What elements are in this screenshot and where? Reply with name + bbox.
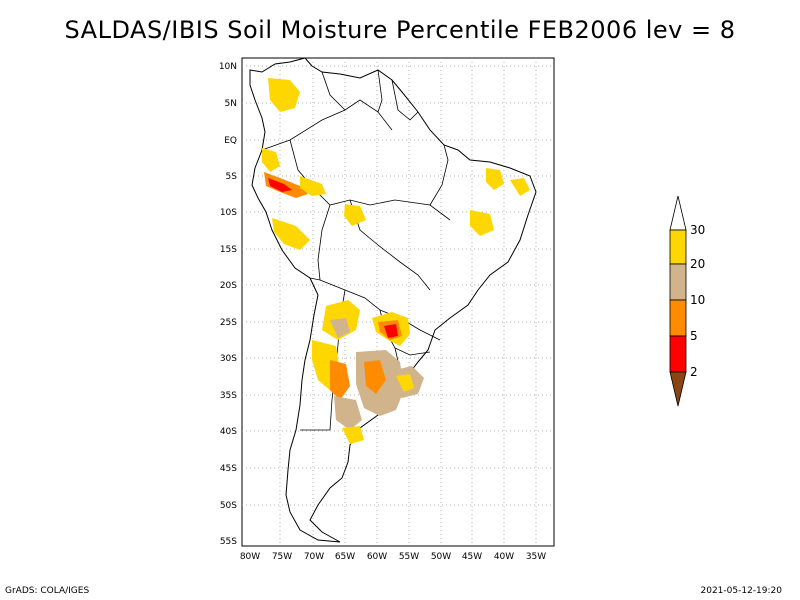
legend-swatch-5-10 — [669, 299, 687, 337]
legend-swatch-above-30 — [669, 195, 687, 231]
footer-timestamp: 2021-05-12-19:20 — [700, 586, 783, 596]
lat-label: 10S — [220, 208, 237, 218]
legend-swatch-20-30 — [669, 229, 687, 265]
percentile-shading — [262, 78, 530, 444]
lon-label: 65W — [335, 552, 355, 562]
lon-label: 45W — [462, 552, 482, 562]
legend-swatch-below-2 — [669, 371, 687, 407]
lon-label: 55W — [399, 552, 419, 562]
lat-label: 25S — [220, 318, 237, 328]
lat-label: 40S — [220, 427, 237, 437]
lon-label: 35W — [526, 552, 546, 562]
legend-swatch-2-5 — [669, 335, 687, 373]
legend-label: 20 — [690, 257, 705, 271]
lon-label: 75W — [272, 552, 292, 562]
lat-label: 5S — [226, 172, 238, 182]
lon-label: 80W — [240, 552, 260, 562]
lon-label: 70W — [304, 552, 324, 562]
plot-frame — [241, 57, 555, 547]
legend-label: 5 — [690, 329, 698, 343]
footer-credit: GrADS: COLA/IGES — [5, 586, 90, 596]
lon-label: 50W — [431, 552, 451, 562]
map-title: SALDAS/IBIS Soil Moisture Percentile FEB… — [64, 16, 736, 44]
lat-label: 30S — [220, 354, 237, 364]
latitude-labels: 10N 5N EQ 5S 10S 15S 20S 25S 30S 35S 40S… — [219, 62, 237, 547]
legend-swatch-10-20 — [669, 263, 687, 301]
longitude-labels: 80W 75W 70W 65W 60W 55W 50W 45W 40W 35W — [240, 552, 546, 562]
lat-label: 50S — [220, 501, 237, 511]
lat-label: 35S — [220, 391, 237, 401]
lon-label: 60W — [367, 552, 387, 562]
lat-label: EQ — [224, 136, 237, 146]
legend-label: 30 — [690, 223, 705, 237]
lat-label: 15S — [220, 245, 237, 255]
lat-label: 55S — [220, 537, 237, 547]
lat-label: 5N — [225, 99, 237, 109]
lat-label: 45S — [220, 464, 237, 474]
lon-label: 40W — [494, 552, 514, 562]
legend-label: 10 — [690, 293, 705, 307]
lat-label: 10N — [219, 62, 237, 72]
legend-label: 2 — [690, 365, 698, 379]
color-bar-legend — [669, 195, 687, 407]
lat-label: 20S — [220, 281, 237, 291]
